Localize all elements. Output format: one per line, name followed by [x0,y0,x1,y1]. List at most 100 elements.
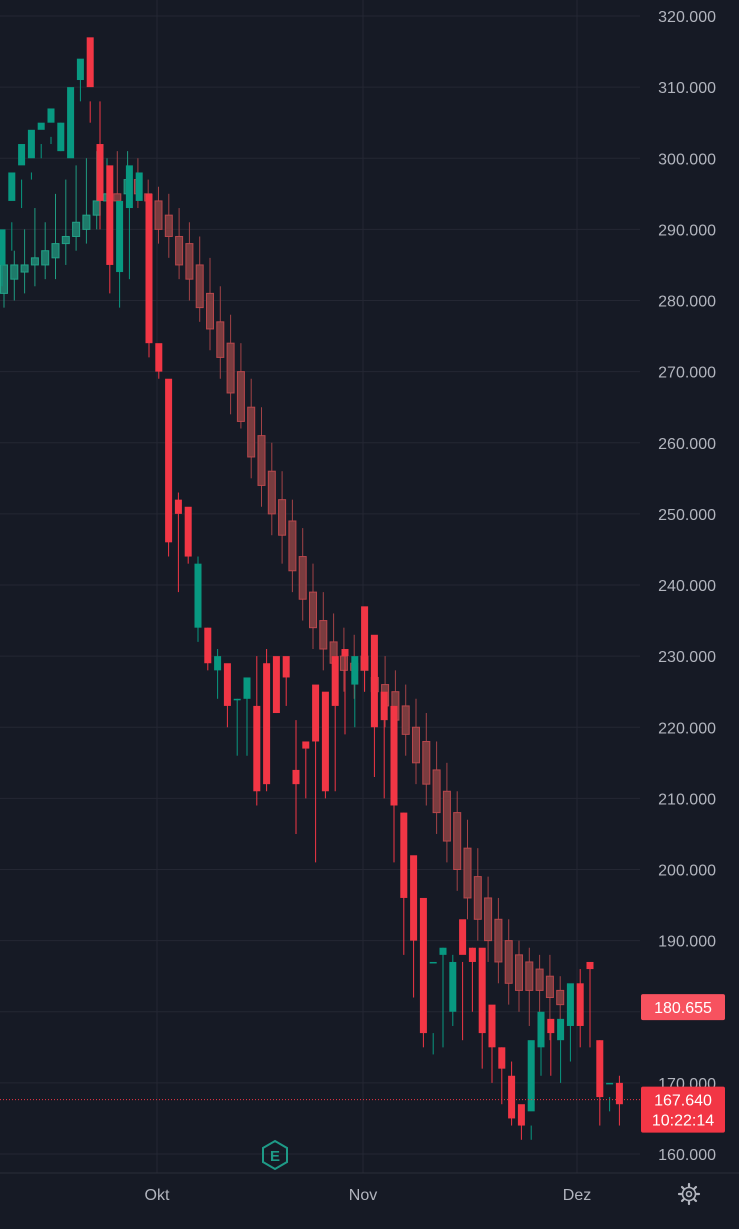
main-candles [0,37,623,1140]
candle [412,698,420,785]
candle [216,286,225,379]
settings-gear-icon[interactable] [677,1182,701,1206]
candle-body [214,656,222,671]
candle [463,819,472,920]
candle [164,193,173,258]
candle [175,208,184,280]
candle [257,407,266,507]
candle-body [439,947,447,955]
candle [47,108,55,145]
candle-body [236,371,245,422]
candle [527,1040,535,1140]
candle [72,165,81,251]
y-tick-label: 200.000 [658,863,716,880]
y-tick-label: 320.000 [658,9,716,26]
candle [576,969,584,1048]
candle [525,947,534,1026]
candle [61,179,70,265]
candle [556,976,565,1026]
candle-body [204,627,212,664]
candle-body [47,108,55,123]
candle-body [267,470,276,515]
candle [214,649,222,699]
candle-body [527,1040,535,1112]
candle [41,222,50,280]
candle [96,101,104,230]
candle-body [164,214,173,237]
candle [429,961,437,1055]
candle-body [380,691,388,721]
candle-body [292,769,300,785]
candle-body [195,264,204,309]
candle [547,1018,555,1076]
candle [282,656,290,706]
candle [439,947,447,1048]
candle-body [556,989,565,1006]
candle [302,741,310,799]
candle [615,1075,623,1126]
candle-body [547,1018,555,1034]
candle-body [309,591,317,629]
candle [18,144,26,209]
candle [432,741,441,834]
candle-body [351,656,359,685]
candle-body [10,264,19,280]
candle-body [185,243,194,280]
candle-body [586,961,594,970]
candle [27,129,35,180]
candle-body [419,897,427,1034]
candle-body [92,200,101,216]
candle-body [370,634,378,728]
candle-body [206,292,214,330]
price-label-text: 167.640 [654,1093,712,1110]
candle [478,947,486,1069]
candle-body [67,87,75,159]
candle-body [247,406,256,458]
candle [498,1047,506,1105]
earnings-marker-label: E [270,1148,280,1165]
candle [243,677,251,756]
candle [453,791,462,891]
candle-body [537,1011,545,1048]
candle-body [135,172,143,201]
candle-body [106,165,114,265]
candle [449,954,457,1026]
candle-body [525,961,534,991]
candle-body [51,243,60,259]
candle-body [223,663,231,706]
candle-body [18,144,26,166]
candle-body [410,855,418,941]
candle-body [442,790,451,842]
y-tick-label: 160.000 [658,1147,716,1164]
y-tick-label: 310.000 [658,80,716,97]
candle-body [459,919,467,955]
candle-body [517,1104,525,1126]
y-tick-label: 280.000 [658,294,716,311]
candle [341,649,349,735]
candle-body [175,235,184,266]
candle [206,257,214,351]
candle-body [288,520,297,572]
candle-body [504,940,513,984]
x-tick-label: Okt [145,1187,170,1204]
y-tick-label: 300.000 [658,151,716,168]
candle-body [422,740,431,785]
time-axis[interactable]: Okt Nov Dez [0,1172,739,1204]
candle-body [302,741,310,749]
candle-body [282,656,290,678]
candle-body [449,961,457,1012]
candle [351,656,359,728]
candle-body [488,1004,496,1048]
earnings-marker[interactable]: E [262,1139,288,1171]
candle [226,314,235,415]
candle [194,556,202,642]
candle [566,983,574,1062]
candle [508,1061,516,1126]
y-tick-label: 260.000 [658,436,716,453]
candle-body [20,264,29,273]
candle-body [412,726,420,764]
candle [321,691,329,799]
